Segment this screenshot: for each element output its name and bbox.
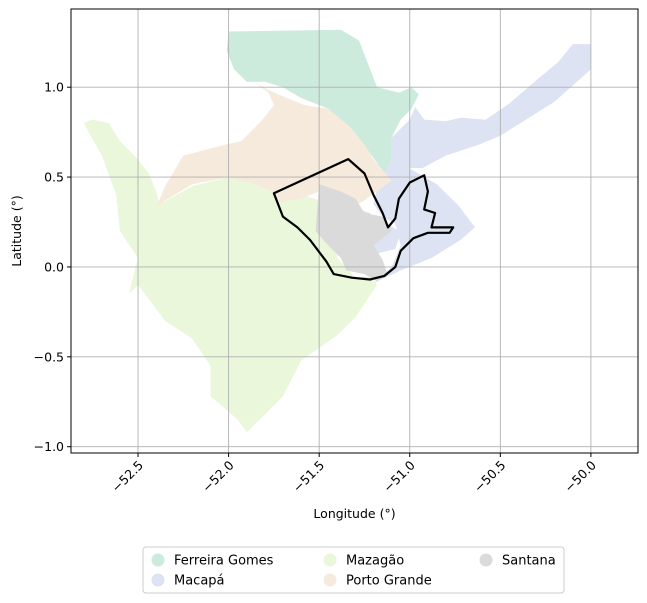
y-tick-label: 0.5	[44, 170, 64, 185]
legend-label: Santana	[502, 554, 556, 569]
y-tick-layer: 1.0 0.5 0.0 −0.5 −1.0	[34, 80, 71, 455]
y-tick-label: 0.0	[44, 259, 64, 274]
x-tick-label: −50.0	[561, 457, 599, 495]
region-layer	[84, 30, 591, 433]
legend-marker	[324, 554, 337, 567]
x-tick-label: −52.5	[108, 458, 146, 496]
y-tick-label: −1.0	[34, 439, 64, 454]
x-tick-label: −50.5	[471, 458, 509, 496]
legend-marker	[480, 554, 493, 567]
y-tick-label: 1.0	[44, 80, 64, 95]
region-macapa	[392, 44, 591, 168]
legend-label: Ferreira Gomes	[174, 554, 274, 569]
legend-marker	[324, 574, 337, 587]
legend-label: Mazagão	[346, 554, 404, 569]
x-tick-label: −51.5	[290, 458, 328, 496]
x-axis-label: Longitude (°)	[313, 506, 395, 521]
y-axis-label: Latitude (°)	[9, 195, 24, 266]
y-tick-label: −0.5	[34, 349, 64, 364]
legend-label: Porto Grande	[346, 574, 432, 589]
legend-marker	[152, 574, 165, 587]
legend-marker	[152, 554, 165, 567]
x-tick-label: −52.0	[199, 457, 237, 495]
legend: Ferreira Gomes Macapá Mazagão Porto Grande S…	[143, 547, 564, 593]
x-tick-label: −51.0	[380, 457, 418, 495]
legend-label: Macapá	[174, 574, 225, 589]
x-tick-layer: −52.5 −52.0 −51.5 −51.0 −50.5 −50.0	[108, 453, 599, 495]
